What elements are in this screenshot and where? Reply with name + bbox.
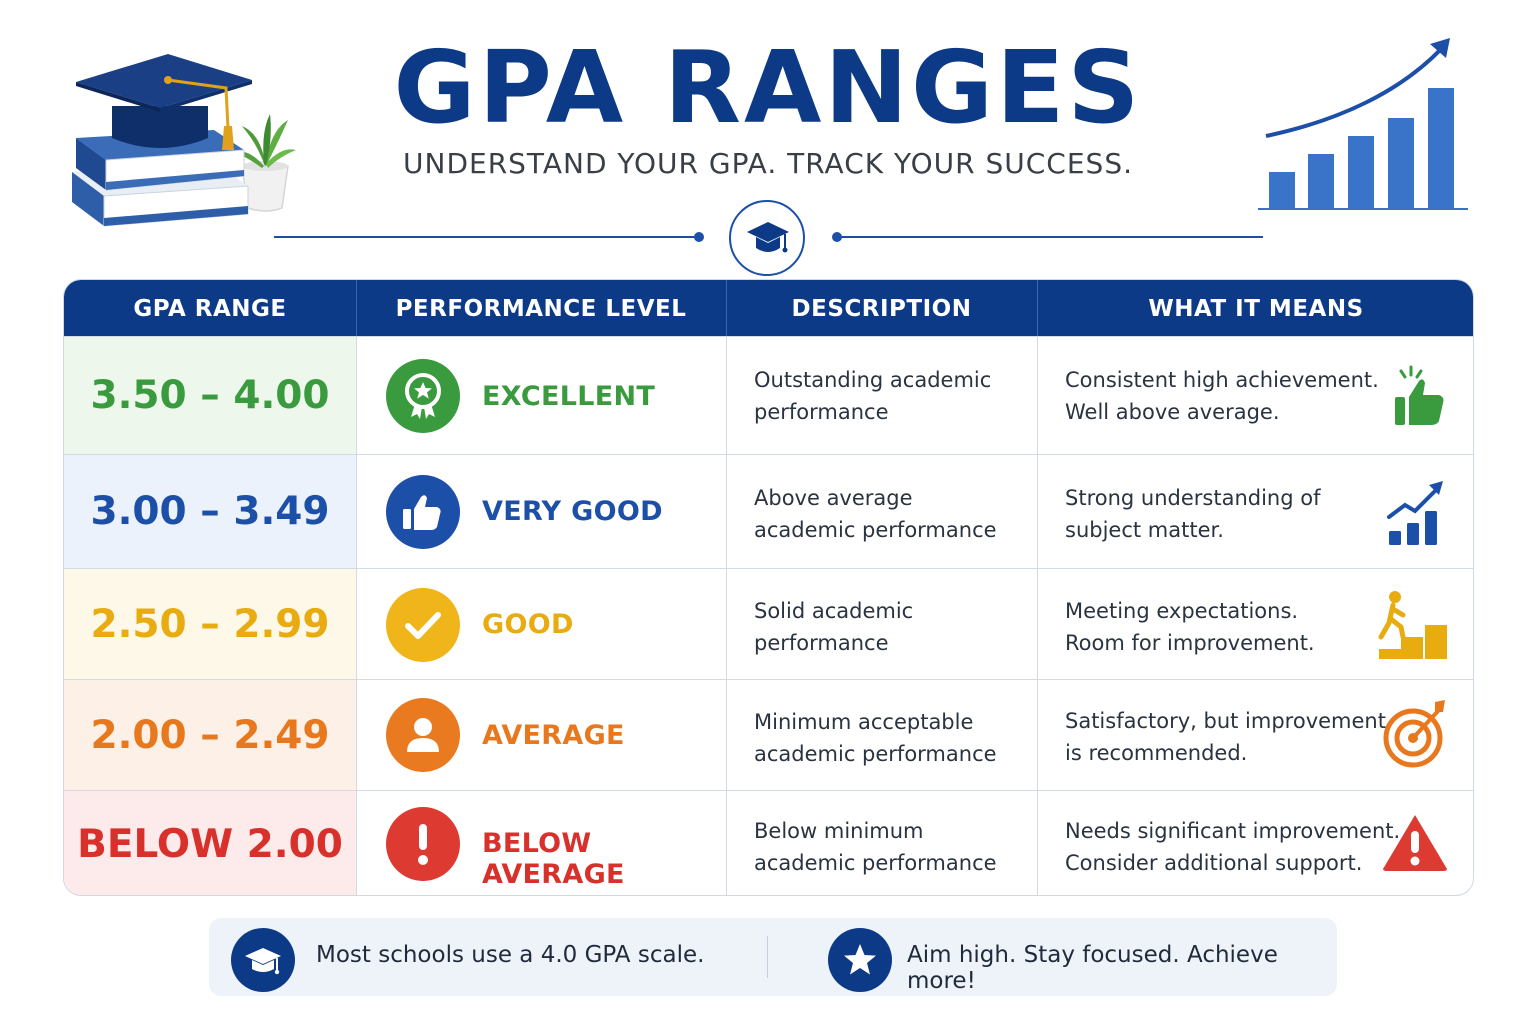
performance-level-cell: GOOD [356, 569, 726, 679]
thumbs-up-icon [386, 475, 460, 549]
description-cell: Outstanding academic performance [726, 337, 1037, 454]
table-row: 3.00 – 3.49 VERY GOOD Above average acad… [64, 454, 1473, 568]
graduation-books-plant-icon [66, 46, 306, 236]
description-line-2: academic performance [754, 851, 997, 875]
column-divider [356, 280, 357, 895]
description-line-1: Above average [754, 486, 913, 510]
table-row: 2.00 – 2.49 AVERAGE Minimum acceptable a… [64, 679, 1473, 790]
meaning-line-1: Meeting expectations. [1065, 599, 1299, 623]
description-cell: Below minimum academic performance [726, 791, 1037, 895]
performance-level-cell: AVERAGE [356, 680, 726, 790]
performance-level-cell: VERY GOOD [356, 455, 726, 568]
column-header-what-it-means: WHAT IT MEANS [1148, 296, 1364, 322]
meaning-cell: Consistent high achievement. Well above … [1037, 337, 1473, 454]
meaning-line-1: Needs significant improvement. [1065, 819, 1401, 843]
performance-level-label: VERY GOOD [482, 496, 663, 527]
footer-left-text: Most schools use a 4.0 GPA scale. [316, 942, 705, 968]
column-divider [1037, 280, 1038, 895]
header-divider [726, 280, 727, 336]
exclamation-icon [386, 807, 460, 881]
table-row: 2.50 – 2.99 GOOD Solid academic performa… [64, 568, 1473, 679]
meaning-cell: Needs significant improvement. Consider … [1037, 791, 1473, 895]
column-header-description: DESCRIPTION [791, 296, 972, 322]
growth-chart-icon [1385, 477, 1449, 551]
description-cell: Solid academic performance [726, 569, 1037, 679]
meaning-line-2: subject matter. [1065, 518, 1224, 542]
description-line-2: performance [754, 400, 889, 424]
divider-dot-right [832, 232, 842, 242]
climbing-steps-icon [1377, 587, 1449, 665]
meaning-line-2: Well above average. [1065, 400, 1280, 424]
header-divider [356, 280, 357, 336]
award-icon [386, 359, 460, 433]
star-icon [828, 928, 892, 992]
column-header-gpa-range: GPA RANGE [133, 296, 287, 322]
meaning-line-2: Consider additional support. [1065, 851, 1363, 875]
description-line-2: academic performance [754, 518, 997, 542]
performance-level-label: AVERAGE [482, 720, 625, 751]
gpa-range-cell: 2.00 – 2.49 [64, 680, 356, 790]
person-icon [386, 698, 460, 772]
meaning-line-2: Room for improvement. [1065, 631, 1315, 655]
column-header-performance-level: PERFORMANCE LEVEL [395, 296, 687, 322]
header-divider [1037, 280, 1038, 336]
page-title: GPA RANGES [393, 29, 1143, 146]
gpa-range-cell: 3.00 – 3.49 [64, 455, 356, 568]
description-line-1: Solid academic [754, 599, 914, 623]
graduation-cap-icon [231, 928, 295, 992]
description-line-1: Minimum acceptable [754, 710, 974, 734]
description-line-2: academic performance [754, 742, 997, 766]
performance-level-cell: EXCELLENT [356, 337, 726, 454]
performance-level-cell: BELOW AVERAGE [356, 791, 726, 895]
thumbs-up-icon [1389, 361, 1449, 435]
table-row: BELOW 2.00 BELOW AVERAGE Below minimum a… [64, 790, 1473, 895]
page-subtitle: UNDERSTAND YOUR GPA. TRACK YOUR SUCCESS. [403, 147, 1133, 180]
performance-level-label: EXCELLENT [482, 381, 656, 412]
description-line-2: performance [754, 631, 889, 655]
column-divider [726, 280, 727, 895]
divider-left [274, 236, 698, 238]
graduation-cap-icon [729, 200, 805, 276]
target-icon [1383, 698, 1449, 774]
divider-right [838, 236, 1263, 238]
rising-bar-chart-icon [1252, 30, 1474, 216]
warning-triangle-icon [1381, 811, 1449, 877]
meaning-line-1: Strong understanding of [1065, 486, 1321, 510]
meaning-line-2: is recommended. [1065, 741, 1248, 765]
gpa-table: GPA RANGE PERFORMANCE LEVEL DESCRIPTION … [63, 279, 1474, 896]
description-line-1: Outstanding academic [754, 368, 992, 392]
meaning-cell: Meeting expectations. Room for improveme… [1037, 569, 1473, 679]
checkmark-icon [386, 588, 460, 662]
footer-separator [767, 936, 768, 978]
performance-level-label: GOOD [482, 609, 574, 640]
description-cell: Minimum acceptable academic performance [726, 680, 1037, 790]
table-header: GPA RANGE PERFORMANCE LEVEL DESCRIPTION … [64, 280, 1473, 336]
divider-dot-left [694, 232, 704, 242]
meaning-line-1: Consistent high achievement. [1065, 368, 1379, 392]
gpa-range-cell: 3.50 – 4.00 [64, 337, 356, 454]
meaning-cell: Strong understanding of subject matter. [1037, 455, 1473, 568]
performance-level-label: BELOW AVERAGE [482, 828, 625, 890]
description-cell: Above average academic performance [726, 455, 1037, 568]
meaning-cell: Satisfactory, but improvement is recomme… [1037, 680, 1473, 790]
gpa-range-cell: BELOW 2.00 [64, 791, 356, 895]
footer-right-text: Aim high. Stay focused. Achieve more! [907, 942, 1278, 994]
table-row: 3.50 – 4.00 EXCELLENT Outstanding academ… [64, 336, 1473, 454]
footer-banner: Most schools use a 4.0 GPA scale. Aim hi… [209, 918, 1337, 996]
meaning-line-1: Satisfactory, but improvement [1065, 709, 1386, 733]
gpa-range-cell: 2.50 – 2.99 [64, 569, 356, 679]
description-line-1: Below minimum [754, 819, 924, 843]
